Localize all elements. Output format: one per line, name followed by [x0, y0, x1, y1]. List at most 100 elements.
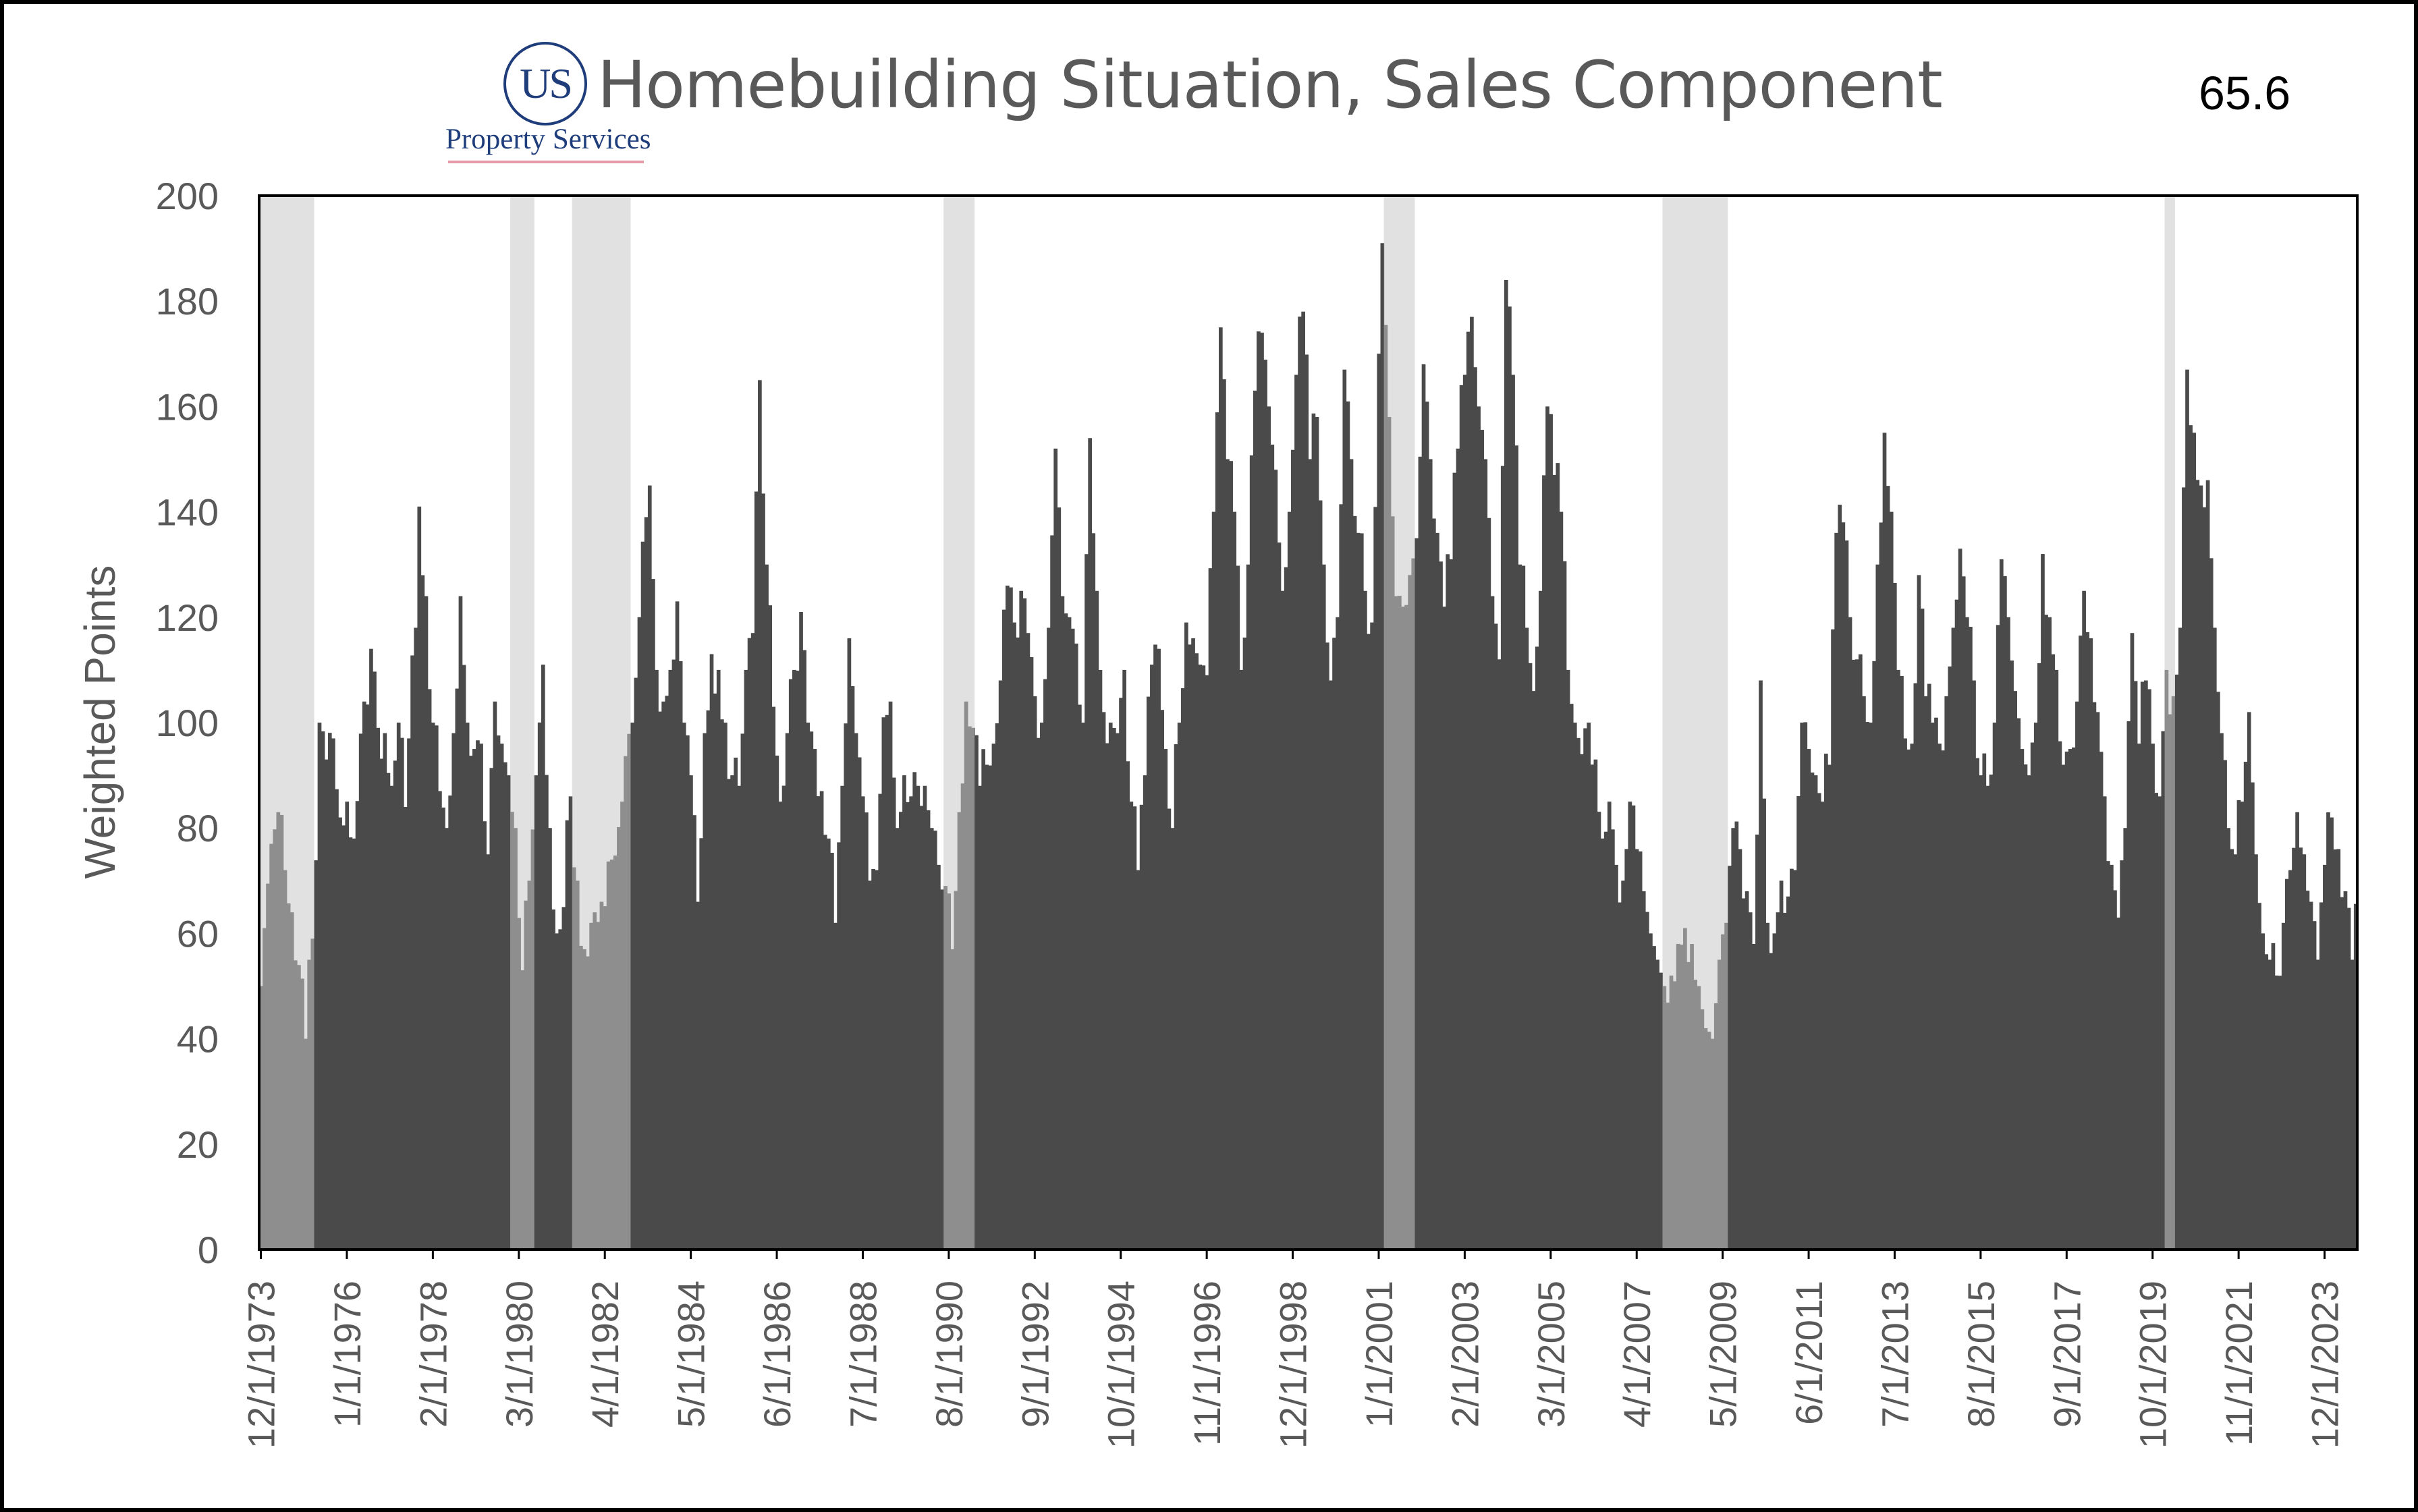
bar [1033, 696, 1037, 1250]
bar [809, 731, 814, 1250]
x-tick-label: 6/1/1986 [756, 1281, 798, 1428]
bar [785, 733, 790, 1250]
bar [317, 723, 322, 1250]
bar [2199, 485, 2203, 1250]
bar [1941, 750, 1945, 1250]
x-tick-label: 3/1/1980 [498, 1281, 541, 1428]
bar [1301, 311, 1306, 1250]
bar [1456, 448, 1460, 1250]
bar [1944, 696, 1949, 1250]
bar [947, 893, 952, 1250]
bar [1160, 710, 1165, 1250]
bar [1363, 590, 1367, 1250]
bar [572, 867, 576, 1250]
bar [998, 680, 1003, 1250]
bar [1466, 331, 1471, 1250]
bar [2010, 660, 2014, 1250]
bar [338, 817, 342, 1250]
bar [1184, 622, 1188, 1250]
bar [269, 843, 273, 1250]
bar [1769, 953, 1774, 1250]
bar [489, 768, 494, 1250]
bar [1487, 517, 1491, 1250]
bar [837, 842, 841, 1250]
bar [300, 978, 304, 1250]
bar [826, 838, 831, 1250]
bar [1834, 532, 1838, 1250]
bar [575, 880, 580, 1250]
bar [586, 956, 590, 1250]
bar [2333, 849, 2338, 1250]
bar [2233, 854, 2238, 1250]
bar [1872, 661, 1877, 1250]
bar [2030, 742, 2035, 1250]
bar [259, 986, 263, 1250]
bar [2274, 975, 2279, 1250]
bar [1404, 605, 1408, 1250]
bar [389, 785, 394, 1250]
bar [651, 579, 655, 1250]
bar [1291, 449, 1295, 1250]
bar [634, 677, 638, 1250]
plot-border [258, 194, 2359, 1251]
bar [2209, 558, 2214, 1250]
bar [1105, 743, 1109, 1250]
bar [1470, 316, 1474, 1250]
bar [1298, 316, 1302, 1250]
bar [1645, 912, 1649, 1250]
bar [510, 812, 514, 1250]
bar [1315, 417, 1319, 1250]
bar [530, 829, 535, 1250]
bar [1779, 880, 1784, 1250]
bar [404, 806, 408, 1250]
bar [692, 815, 696, 1250]
bar [1446, 554, 1450, 1250]
bar [2212, 627, 2217, 1250]
bar [1703, 1028, 1708, 1250]
y-tick-label: 0 [198, 1229, 219, 1271]
bar [788, 679, 793, 1250]
bar [1001, 609, 1006, 1250]
bar [541, 665, 545, 1250]
bar [2278, 976, 2282, 1250]
bar [335, 789, 339, 1250]
bar [1377, 354, 1381, 1250]
bar [802, 650, 806, 1250]
bar [696, 901, 700, 1250]
bar [1559, 511, 1564, 1250]
bar [727, 779, 731, 1250]
bar [1163, 749, 1168, 1250]
x-tick-label: 11/1/1996 [1186, 1281, 1228, 1446]
recession-overlay [943, 196, 975, 1250]
bar [431, 723, 435, 1250]
bar [493, 701, 497, 1250]
bar [844, 723, 848, 1250]
bar [1618, 902, 1622, 1250]
bar [781, 785, 786, 1250]
bar [1370, 622, 1374, 1250]
bar [1741, 898, 1746, 1250]
bar [923, 785, 927, 1250]
bar [1232, 511, 1237, 1250]
bar [860, 796, 865, 1250]
y-tick-label: 100 [156, 702, 219, 744]
bar [2299, 847, 2303, 1250]
bar [881, 717, 886, 1250]
bar [830, 852, 834, 1250]
bar [2137, 744, 2141, 1250]
bar [1174, 744, 1178, 1250]
logo-mark: US [503, 42, 587, 125]
bar [1669, 975, 1674, 1250]
bar [950, 949, 955, 1250]
bar [1356, 532, 1361, 1250]
bar [276, 812, 281, 1250]
bar [1566, 669, 1570, 1250]
bar [551, 909, 555, 1250]
bar [1948, 666, 1952, 1250]
bar [1129, 802, 1134, 1250]
bar [2106, 861, 2110, 1250]
bar [2013, 691, 2018, 1250]
bar [1091, 533, 1096, 1250]
x-tick-label: 1/1/1976 [326, 1281, 368, 1428]
bar [1614, 864, 1618, 1250]
